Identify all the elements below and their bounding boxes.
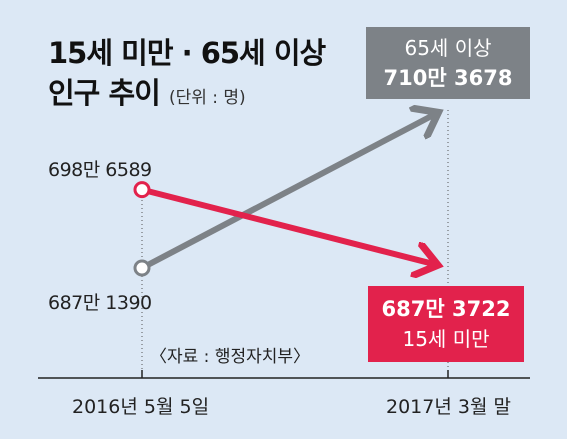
chart-title-line2: 인구 추이 (단위 : 명) (48, 70, 246, 112)
chart-title-line1: 15세 미만 · 65세 이상 (48, 36, 326, 70)
callout-under15-end: 687만 3722 15세 미만 (368, 286, 524, 362)
callout-over65-end: 65세 이상 710만 3678 (366, 27, 530, 99)
x-tick-label-end: 2017년 3월 말 (386, 396, 511, 418)
label-under15-start: 698만 6589 (48, 159, 152, 181)
start-point-over65 (133, 259, 151, 277)
unit-label: (단위 : 명) (168, 88, 246, 108)
chart-title-line2-text: 인구 추이 (48, 76, 161, 110)
start-point-under15 (133, 181, 151, 199)
callout-under15-value: 687만 3722 (381, 297, 511, 321)
label-over65-start: 687만 1390 (48, 292, 152, 314)
callout-under15-name: 15세 미만 (402, 327, 490, 351)
series-line-under15 (148, 188, 434, 264)
callout-over65-value: 710만 3678 (383, 66, 513, 90)
x-tick-label-start: 2016년 5월 5일 (72, 396, 210, 418)
source-note: 〈자료 : 행정자치부〉 (150, 347, 311, 367)
callout-over65-name: 65세 이상 (404, 36, 492, 60)
series-line-over65 (146, 115, 434, 268)
